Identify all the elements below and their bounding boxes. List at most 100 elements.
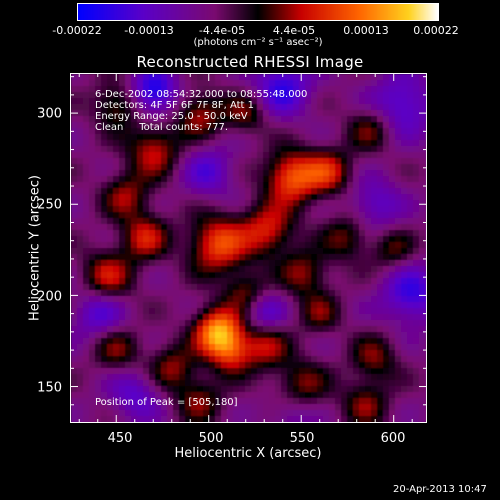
heatmap-cell bbox=[173, 296, 180, 303]
heatmap-cell bbox=[395, 254, 402, 261]
heatmap-cell bbox=[209, 194, 216, 201]
heatmap-cell bbox=[101, 236, 108, 243]
heatmap-cell bbox=[143, 356, 150, 363]
heatmap-cell bbox=[161, 260, 168, 267]
heatmap-cell bbox=[299, 362, 306, 369]
heatmap-cell bbox=[203, 164, 210, 171]
heatmap-cell bbox=[83, 212, 90, 219]
heatmap-cell bbox=[419, 218, 426, 225]
heatmap-cell bbox=[347, 350, 354, 357]
heatmap-cell bbox=[179, 362, 186, 369]
heatmap-cell bbox=[203, 218, 210, 225]
heatmap-cell bbox=[221, 296, 228, 303]
heatmap-cell bbox=[119, 356, 126, 363]
heatmap-cell bbox=[173, 128, 180, 135]
heatmap-cell bbox=[149, 398, 156, 405]
heatmap-cell bbox=[245, 344, 252, 351]
heatmap-cell bbox=[137, 398, 144, 405]
heatmap-cell bbox=[71, 176, 78, 183]
x-axis-label: Heliocentric X (arcsec) bbox=[174, 446, 322, 461]
heatmap-cell bbox=[113, 80, 120, 87]
heatmap-cell bbox=[197, 74, 204, 81]
heatmap-cell bbox=[191, 308, 198, 315]
heatmap-cell bbox=[401, 194, 408, 201]
heatmap-cell bbox=[173, 194, 180, 201]
heatmap-cell bbox=[239, 98, 246, 105]
heatmap-cell bbox=[287, 158, 294, 165]
heatmap-cell bbox=[137, 386, 144, 393]
heatmap-cell bbox=[149, 194, 156, 201]
heatmap-cell bbox=[353, 344, 360, 351]
heatmap-cell bbox=[353, 266, 360, 273]
heatmap-cell bbox=[203, 236, 210, 243]
heatmap-cell bbox=[89, 416, 96, 422]
heatmap-cell bbox=[113, 128, 120, 135]
heatmap-cell bbox=[167, 80, 174, 87]
heatmap-cell bbox=[227, 212, 234, 219]
heatmap-cell bbox=[95, 80, 102, 87]
heatmap-cell bbox=[191, 362, 198, 369]
heatmap-cell bbox=[323, 146, 330, 153]
heatmap-cell bbox=[347, 242, 354, 249]
heatmap-cell bbox=[101, 206, 108, 213]
heatmap-cell bbox=[347, 386, 354, 393]
heatmap-cell bbox=[149, 170, 156, 177]
heatmap-cell bbox=[347, 134, 354, 141]
heatmap-cell bbox=[233, 80, 240, 87]
heatmap-cell bbox=[395, 368, 402, 375]
heatmap-cell bbox=[185, 248, 192, 255]
heatmap-cell bbox=[275, 92, 282, 99]
heatmap-cell bbox=[107, 170, 114, 177]
heatmap-cell bbox=[233, 284, 240, 291]
heatmap-cell bbox=[125, 164, 132, 171]
heatmap-cell bbox=[407, 86, 414, 93]
heatmap-cell bbox=[233, 128, 240, 135]
heatmap-cell bbox=[311, 284, 318, 291]
heatmap-cell bbox=[365, 134, 372, 141]
heatmap-cell bbox=[125, 416, 132, 422]
heatmap-cell bbox=[239, 344, 246, 351]
heatmap-cell bbox=[227, 176, 234, 183]
heatmap-cell bbox=[107, 326, 114, 333]
heatmap-cell bbox=[77, 356, 84, 363]
heatmap-cell bbox=[317, 380, 324, 387]
heatmap-cell bbox=[365, 254, 372, 261]
heatmap-cell bbox=[335, 242, 342, 249]
heatmap-cell bbox=[311, 152, 318, 159]
heatmap-cell bbox=[209, 326, 216, 333]
method-text: Clean Total counts: 777. bbox=[95, 122, 229, 133]
heatmap-cell bbox=[395, 74, 402, 81]
heatmap-cell bbox=[281, 362, 288, 369]
heatmap-cell bbox=[335, 104, 342, 111]
heatmap-cell bbox=[263, 290, 270, 297]
heatmap-cell bbox=[293, 278, 300, 285]
heatmap-cell bbox=[257, 98, 264, 105]
heatmap-cell bbox=[371, 134, 378, 141]
heatmap-cell bbox=[191, 350, 198, 357]
heatmap-cell bbox=[251, 416, 258, 422]
heatmap-cell bbox=[137, 134, 144, 141]
heatmap-cell bbox=[347, 368, 354, 375]
heatmap-cell bbox=[365, 98, 372, 105]
heatmap-cell bbox=[305, 122, 312, 129]
heatmap-cell bbox=[323, 398, 330, 405]
heatmap-cell bbox=[221, 194, 228, 201]
heatmap-cell bbox=[167, 404, 174, 411]
heatmap-cell bbox=[395, 224, 402, 231]
heatmap-cell bbox=[119, 344, 126, 351]
heatmap-cell bbox=[305, 356, 312, 363]
heatmap-cell bbox=[347, 98, 354, 105]
heatmap-cell bbox=[299, 116, 306, 123]
heatmap-cell bbox=[107, 200, 114, 207]
heatmap-cell bbox=[293, 398, 300, 405]
heatmap-cell bbox=[419, 344, 426, 351]
heatmap-cell bbox=[107, 380, 114, 387]
heatmap-cell bbox=[263, 368, 270, 375]
heatmap-cell bbox=[257, 260, 264, 267]
heatmap-cell bbox=[311, 140, 318, 147]
heatmap-cell bbox=[185, 338, 192, 345]
heatmap-cell bbox=[395, 410, 402, 417]
heatmap-cell bbox=[371, 224, 378, 231]
heatmap-cell bbox=[71, 374, 78, 381]
heatmap-cell bbox=[149, 410, 156, 417]
